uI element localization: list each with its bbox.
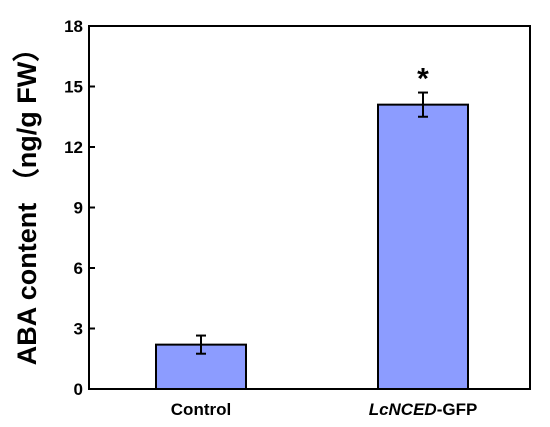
y-tick-label: 12 — [64, 138, 83, 157]
x-category-label: Control — [171, 400, 231, 419]
y-tick-label: 3 — [74, 320, 83, 339]
y-tick-label: 0 — [74, 380, 83, 399]
bars: * — [155, 63, 469, 391]
bar — [377, 103, 469, 391]
y-tick-label: 6 — [74, 259, 83, 278]
x-category-label: LcNCED-GFP — [369, 400, 478, 419]
y-axis-ticks: 0 3 6 9 12 15 18 — [64, 17, 95, 399]
y-tick-label: 18 — [64, 17, 83, 36]
x-axis-labels: Control LcNCED-GFP — [171, 400, 478, 419]
y-tick-label: 15 — [64, 78, 83, 97]
significance-marker: * — [417, 63, 429, 96]
y-axis-title: ABA content （ng/g FW） — [12, 35, 42, 365]
y-tick-label: 9 — [74, 199, 83, 218]
